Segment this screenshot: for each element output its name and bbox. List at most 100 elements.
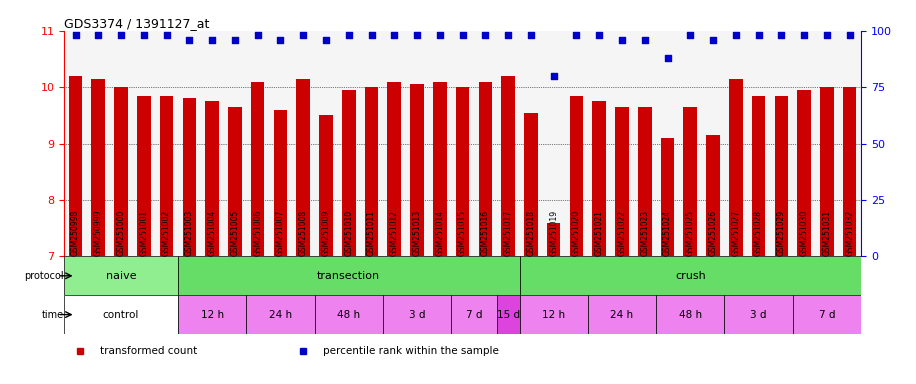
Text: 48 h: 48 h	[679, 310, 702, 319]
Text: GSM251024: GSM251024	[663, 210, 672, 257]
Point	[660, 55, 675, 61]
Text: GSM251013: GSM251013	[412, 210, 421, 257]
Point	[296, 32, 311, 38]
Text: percentile rank within the sample: percentile rank within the sample	[323, 346, 499, 356]
FancyBboxPatch shape	[588, 295, 656, 334]
Text: GSM251026: GSM251026	[709, 210, 717, 257]
Text: naive: naive	[105, 271, 136, 281]
Text: GSM251008: GSM251008	[299, 210, 308, 257]
Bar	[387, 81, 401, 257]
Text: GSM251005: GSM251005	[231, 210, 239, 257]
Text: GSM251007: GSM251007	[276, 210, 285, 257]
Point	[91, 32, 105, 38]
Bar	[297, 79, 310, 257]
Bar	[182, 98, 196, 257]
Text: crush: crush	[675, 271, 705, 281]
Bar	[570, 96, 583, 257]
Text: GSM251014: GSM251014	[435, 210, 444, 257]
Text: GSM251029: GSM251029	[777, 210, 786, 257]
FancyBboxPatch shape	[792, 295, 861, 334]
Point	[797, 32, 812, 38]
FancyBboxPatch shape	[64, 257, 178, 295]
Point	[843, 32, 857, 38]
Point	[68, 32, 82, 38]
Point	[159, 32, 174, 38]
Bar	[274, 110, 288, 257]
Text: GSM250999: GSM250999	[93, 210, 103, 257]
Point	[227, 37, 242, 43]
Text: GSM251001: GSM251001	[139, 210, 148, 257]
Point	[592, 32, 606, 38]
Point	[501, 32, 516, 38]
Bar	[92, 79, 105, 257]
Text: 12 h: 12 h	[201, 310, 224, 319]
Point	[478, 32, 493, 38]
FancyBboxPatch shape	[725, 295, 792, 334]
Text: GSM251032: GSM251032	[845, 210, 854, 257]
Text: GSM251011: GSM251011	[367, 210, 376, 257]
Point	[365, 32, 379, 38]
FancyBboxPatch shape	[178, 257, 519, 295]
Bar	[137, 96, 150, 257]
Bar	[524, 113, 538, 257]
Point	[136, 32, 151, 38]
Text: GSM251004: GSM251004	[208, 210, 216, 257]
FancyBboxPatch shape	[519, 295, 588, 334]
Text: GSM251006: GSM251006	[253, 210, 262, 257]
Point	[114, 32, 128, 38]
Text: GSM251010: GSM251010	[344, 210, 354, 257]
Text: 48 h: 48 h	[337, 310, 360, 319]
Text: GDS3374 / 1391127_at: GDS3374 / 1391127_at	[64, 17, 210, 30]
Point	[319, 37, 333, 43]
Text: 24 h: 24 h	[610, 310, 634, 319]
Point	[820, 32, 834, 38]
Text: transformed count: transformed count	[100, 346, 197, 356]
Point	[774, 32, 789, 38]
Text: GSM251003: GSM251003	[185, 210, 194, 257]
Bar	[410, 84, 424, 257]
Text: 15 d: 15 d	[496, 310, 519, 319]
Text: GSM251030: GSM251030	[800, 210, 809, 257]
Bar	[660, 138, 674, 257]
Bar	[843, 87, 856, 257]
Bar	[729, 79, 743, 257]
Point	[182, 37, 197, 43]
Text: control: control	[103, 310, 139, 319]
Text: GSM250998: GSM250998	[71, 210, 80, 257]
FancyBboxPatch shape	[452, 295, 496, 334]
Text: GSM251031: GSM251031	[823, 210, 832, 257]
Text: GSM251002: GSM251002	[162, 210, 171, 257]
Point	[205, 37, 220, 43]
Text: 7 d: 7 d	[819, 310, 835, 319]
Bar	[478, 81, 492, 257]
Bar	[797, 90, 811, 257]
Point	[728, 32, 743, 38]
Text: 12 h: 12 h	[542, 310, 565, 319]
Point	[638, 37, 652, 43]
Point	[387, 32, 401, 38]
Text: protocol: protocol	[25, 271, 64, 281]
Text: 24 h: 24 h	[269, 310, 292, 319]
Bar	[69, 76, 82, 257]
Bar	[319, 115, 333, 257]
Point	[455, 32, 470, 38]
Bar	[752, 96, 766, 257]
Text: GSM251020: GSM251020	[572, 210, 581, 257]
Point	[705, 37, 720, 43]
Point	[569, 32, 583, 38]
Text: GSM251021: GSM251021	[594, 210, 604, 257]
Bar	[547, 223, 561, 257]
Text: GSM251015: GSM251015	[458, 210, 467, 257]
Text: GSM251017: GSM251017	[504, 210, 513, 257]
Text: GSM251027: GSM251027	[731, 210, 740, 257]
Bar	[114, 87, 128, 257]
Text: GSM251018: GSM251018	[527, 210, 535, 257]
Text: 3 d: 3 d	[750, 310, 767, 319]
FancyBboxPatch shape	[314, 295, 383, 334]
Point	[524, 32, 539, 38]
Bar	[593, 101, 606, 257]
Text: GSM251009: GSM251009	[322, 210, 331, 257]
Text: 7 d: 7 d	[465, 310, 482, 319]
Bar	[251, 81, 265, 257]
Text: GSM251012: GSM251012	[390, 210, 398, 257]
